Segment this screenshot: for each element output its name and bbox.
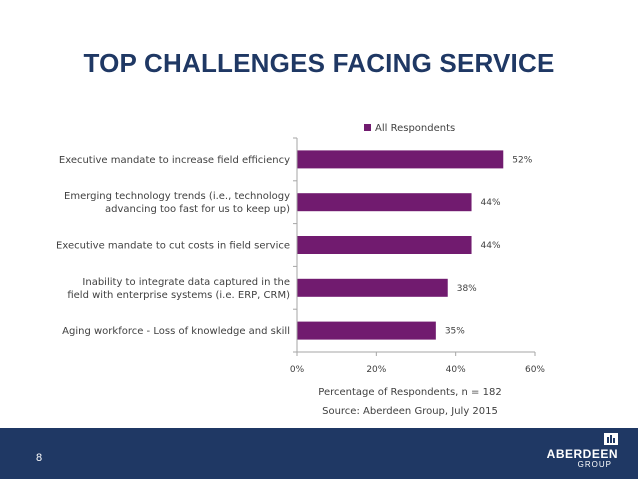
category-label: Aging workforce - Loss of knowledge and …	[62, 326, 290, 337]
x-axis-title: Percentage of Respondents, n = 182	[318, 387, 501, 398]
slide-title: TOP CHALLENGES FACING SERVICE	[83, 48, 555, 78]
category-label: Executive mandate to cut costs in field …	[56, 241, 290, 252]
category-label: Executive mandate to increase field effi…	[59, 155, 290, 166]
bar	[297, 236, 472, 254]
category-label: Inability to integrate data captured in …	[67, 277, 290, 301]
category-label: Emerging technology trends (i.e., techno…	[64, 191, 290, 215]
x-tick-label: 60%	[525, 365, 545, 375]
data-label: 38%	[457, 284, 477, 294]
bar	[297, 150, 504, 169]
bar-chart: All Respondents 52% 44% 44% 38% 35% Executiv…	[56, 123, 545, 417]
data-label: 52%	[512, 155, 532, 165]
logo-building-icon	[604, 433, 618, 445]
x-tick-label: 40%	[446, 365, 466, 375]
x-tick-label: 0%	[290, 365, 305, 375]
chart-legend: All Respondents	[364, 123, 455, 134]
page-number: 8	[36, 452, 43, 464]
footer-bar: 8 ABERDEEN GROUP	[0, 428, 638, 479]
logo-text-group: GROUP	[577, 460, 612, 469]
aberdeen-logo: ABERDEEN GROUP	[536, 433, 618, 473]
source-note: Source: Aberdeen Group, July 2015	[322, 406, 498, 417]
bar	[297, 193, 472, 212]
legend-swatch	[364, 124, 371, 131]
x-tick-label: 20%	[366, 365, 386, 375]
legend-label: All Respondents	[375, 123, 455, 134]
data-label: 44%	[481, 198, 501, 208]
bar	[297, 321, 436, 340]
data-label: 44%	[481, 241, 501, 251]
data-label: 35%	[445, 327, 465, 337]
bar	[297, 278, 448, 297]
logo-text-aberdeen: ABERDEEN	[546, 447, 618, 461]
